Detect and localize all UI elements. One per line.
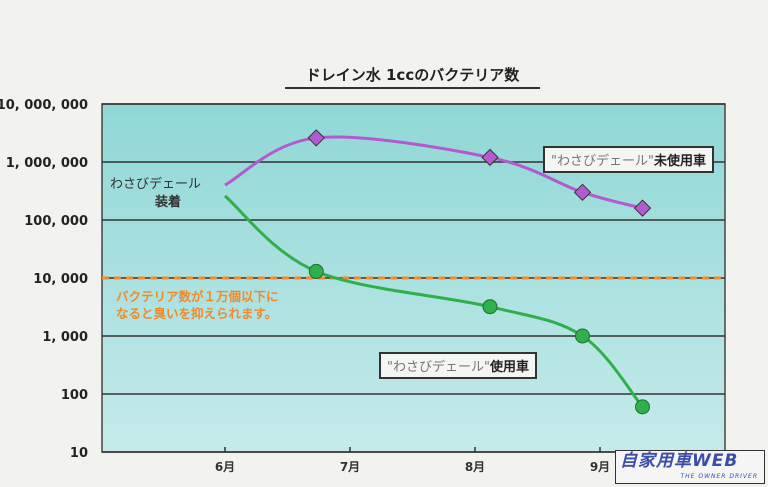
legend-unused-suffix: 未使用車 <box>653 154 706 169</box>
chart-title: ドレイン水 1ccのバクテリア数 <box>285 64 540 89</box>
watermark-main: 自家用車WEB <box>620 451 739 471</box>
y-tick-label: 10, 000 <box>33 272 88 287</box>
start-annotation-line2: 装着 <box>155 195 182 210</box>
series-line-1 <box>224 194 644 408</box>
series-marker-1 <box>482 299 498 315</box>
y-tick-label: 100, 000 <box>24 214 88 229</box>
x-tick-label: 8月 <box>465 460 485 474</box>
legend-used-quoted: "わさびデェール" <box>387 360 490 375</box>
series-marker-0 <box>481 148 499 167</box>
start-annotation-line1: わさびデェール <box>110 177 202 192</box>
legend-used-suffix: 使用車 <box>489 360 529 375</box>
series-marker-0 <box>307 129 325 147</box>
y-tick-label: 1, 000, 000 <box>6 156 88 171</box>
threshold-note-line2: なると臭いを抑えられます。 <box>116 306 278 321</box>
series-marker-0 <box>633 199 652 217</box>
y-tick-label: 10, 000, 000 <box>0 98 88 113</box>
y-tick-label: 1, 000 <box>42 330 88 345</box>
watermark-logo: 自家用車WEB THE OWNER DRIVER <box>615 450 765 484</box>
watermark-sub: THE OWNER DRIVER <box>680 473 758 480</box>
legend-unused-quoted: "わさびデェール" <box>551 154 654 169</box>
legend-unused: "わさびデェール"未使用車 <box>543 146 714 173</box>
series-marker-1 <box>308 263 324 279</box>
series-marker-1 <box>575 328 590 344</box>
start-annotation: わさびデェール 装着 <box>110 176 201 212</box>
series-marker-0 <box>573 183 592 202</box>
legend-used: "わさびデェール"使用車 <box>379 352 537 379</box>
y-tick-label: 100 <box>61 388 88 403</box>
x-tick-label: 6月 <box>215 460 235 474</box>
x-tick-label: 9月 <box>590 460 610 474</box>
series-marker-1 <box>635 399 650 415</box>
x-tick-label: 7月 <box>340 460 360 474</box>
threshold-note-line1: バクテリア数が１万個以下に <box>116 289 279 304</box>
y-tick-label: 10 <box>70 446 88 461</box>
threshold-note: バクテリア数が１万個以下に なると臭いを抑えられます。 <box>116 288 279 322</box>
